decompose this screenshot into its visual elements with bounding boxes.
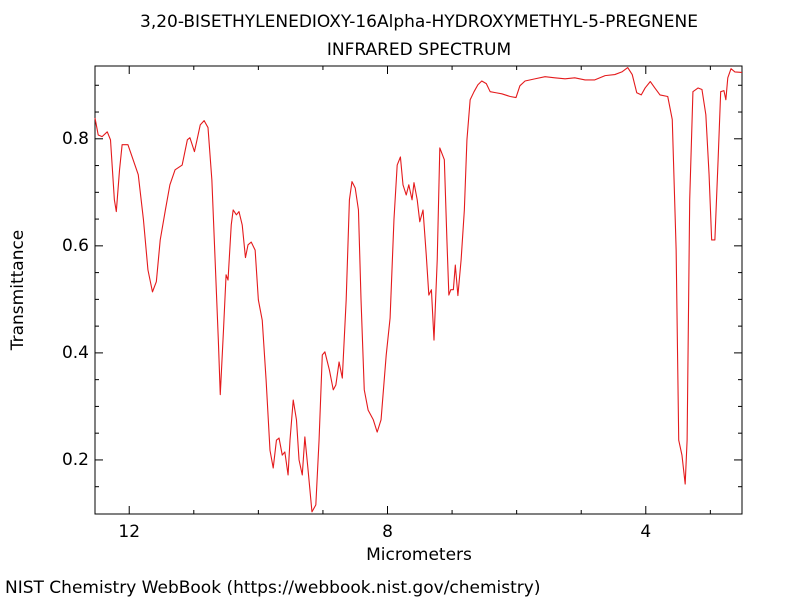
spectrum-line xyxy=(94,67,743,513)
y-tick-label: 0.2 xyxy=(62,450,89,470)
source-note: NIST Chemistry WebBook (https://webbook.… xyxy=(5,578,540,598)
chart-title: 3,20-BISETHYLENEDIOXY-16Alpha-HYDROXYMET… xyxy=(140,12,698,32)
y-tick-label: 0.8 xyxy=(62,129,89,149)
chart-subtitle: INFRARED SPECTRUM xyxy=(327,40,511,60)
x-tick-label: 8 xyxy=(382,522,393,542)
x-tick-label: 12 xyxy=(118,522,140,542)
y-tick-label: 0.4 xyxy=(62,343,89,363)
y-tick-label: 0.6 xyxy=(62,236,89,256)
plot-frame xyxy=(94,65,743,515)
x-tick-label: 4 xyxy=(640,522,651,542)
x-axis-label: Micrometers xyxy=(366,545,472,565)
y-axis-label: Transmittance xyxy=(8,230,28,352)
